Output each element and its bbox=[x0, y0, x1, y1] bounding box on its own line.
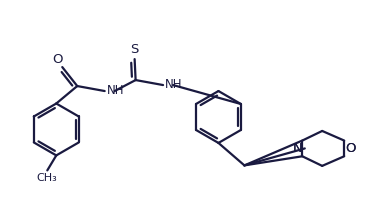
Text: O: O bbox=[52, 53, 63, 65]
Text: NH: NH bbox=[165, 78, 183, 90]
Text: O: O bbox=[345, 142, 356, 155]
Text: S: S bbox=[131, 43, 139, 56]
Text: N: N bbox=[292, 142, 302, 155]
Text: CH₃: CH₃ bbox=[36, 173, 57, 183]
Text: N: N bbox=[292, 142, 302, 155]
Text: O: O bbox=[345, 142, 356, 155]
Text: NH: NH bbox=[107, 83, 124, 97]
